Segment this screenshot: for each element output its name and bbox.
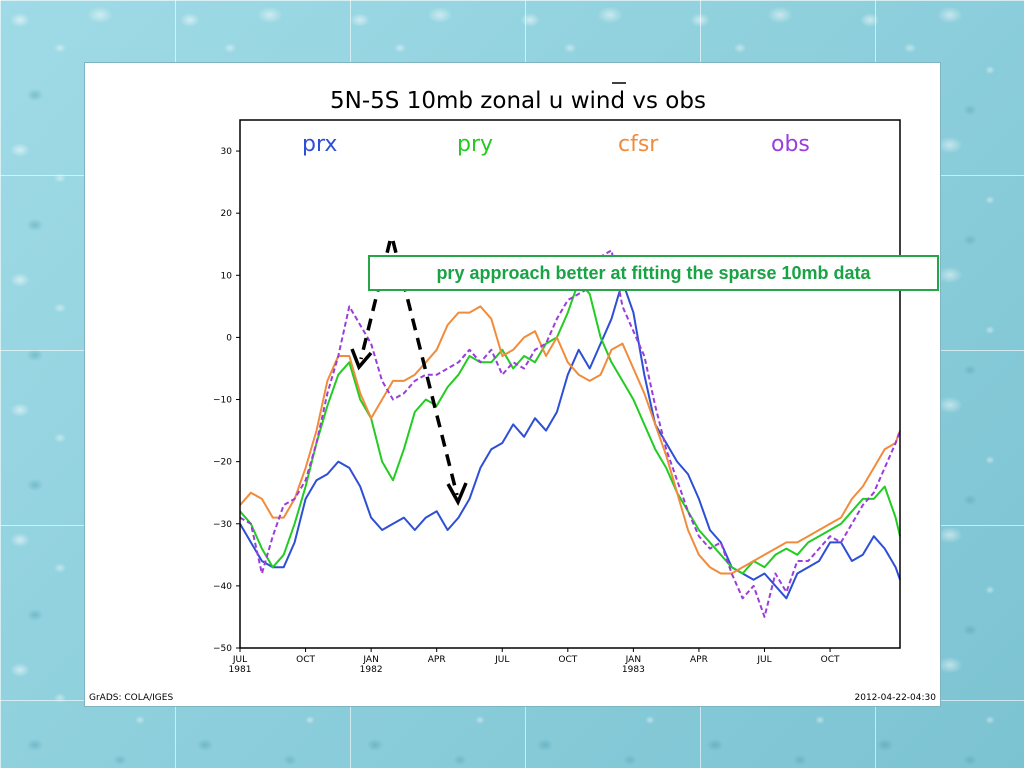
- x-tick-label: OCT: [296, 655, 315, 665]
- y-tick-label: −20: [213, 458, 232, 468]
- x-tick-label: JUL: [494, 655, 509, 665]
- legend-label-obs: obs: [771, 132, 810, 157]
- series-line-obs: [239, 249, 901, 618]
- chart-title: 5N-5S 10mb zonal u wind vs obs: [330, 88, 706, 114]
- x-tick-label: APR: [690, 655, 708, 665]
- annotation-box: pry approach better at fitting the spars…: [368, 255, 939, 291]
- y-tick-label: 20: [221, 209, 233, 219]
- plot-frame: [239, 119, 901, 649]
- legend-label-prx: prx: [302, 132, 337, 157]
- y-tick-label: 30: [221, 147, 233, 157]
- footer-right: 2012-04-22-04:30: [855, 693, 937, 703]
- series-line-prx: [239, 280, 901, 600]
- legend-label-cfsr: cfsr: [618, 132, 659, 157]
- chart-panel: 5N-5S 10mb zonal u wind vs obs 30 20 10 0 −1…: [85, 63, 940, 706]
- x-tick-label: JAN: [625, 655, 641, 665]
- footer-left: GrADS: COLA/IGES: [89, 693, 173, 703]
- x-tick-label: JUL: [232, 655, 247, 665]
- line-chart: 5N-5S 10mb zonal u wind vs obs 30 20 10 0 −1…: [89, 82, 937, 703]
- legend: prx pry cfsr obs: [302, 132, 810, 157]
- series-line-pry: [239, 280, 901, 575]
- y-tick-label: −30: [213, 520, 232, 530]
- x-tick-year-label: 1982: [360, 665, 383, 675]
- series-lines: [239, 249, 901, 618]
- arrow-right-head: [446, 482, 468, 506]
- y-tick-label: 10: [221, 271, 233, 281]
- y-tick-label: 0: [226, 333, 232, 343]
- x-tick-label: OCT: [821, 655, 840, 665]
- y-tick-label: −10: [213, 396, 232, 406]
- series-line-cfsr: [239, 305, 901, 575]
- y-tick-label: −40: [213, 582, 232, 592]
- x-tick-label: JUL: [756, 655, 771, 665]
- legend-label-pry: pry: [457, 132, 493, 157]
- y-tick-label: −50: [213, 644, 232, 654]
- x-tick-label: APR: [428, 655, 446, 665]
- x-tick-label: JAN: [362, 655, 378, 665]
- arrow-left-head: [350, 348, 373, 371]
- x-tick-year-label: 1983: [622, 665, 645, 675]
- x-tick-year-label: 1981: [229, 665, 252, 675]
- x-tick-label: OCT: [558, 655, 577, 665]
